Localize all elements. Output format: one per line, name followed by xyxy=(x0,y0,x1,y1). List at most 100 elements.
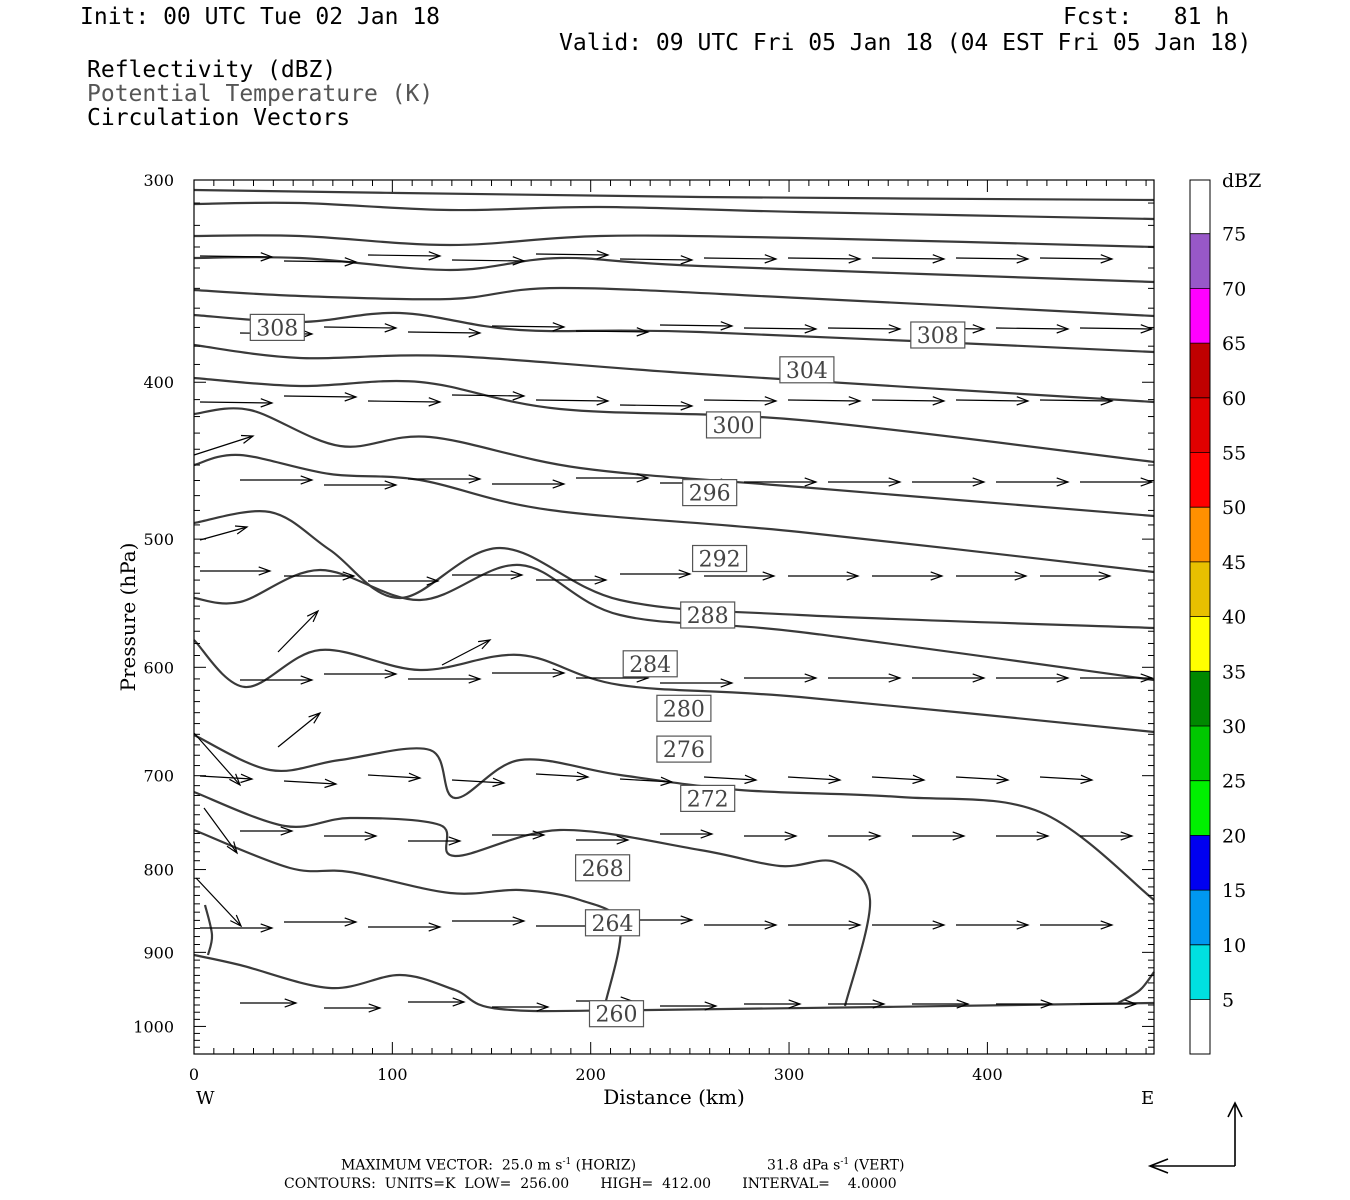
vector-arrow-29 xyxy=(787,396,862,406)
vector-arrow-62 xyxy=(828,673,902,683)
colorbar-label: 65 xyxy=(1222,333,1246,355)
vector-arrow-108 xyxy=(996,999,1054,1009)
vector-arrow-13 xyxy=(407,328,482,338)
field-circulation-vectors: Circulation Vectors xyxy=(87,105,351,131)
vector-arrow-0 xyxy=(199,252,274,262)
circulation-vectors xyxy=(193,250,1154,1013)
colorbar-swatch-55 xyxy=(1190,397,1210,453)
y-tick-label: 300 xyxy=(143,171,174,190)
vector-arrow-31 xyxy=(955,396,1030,406)
contour-label-text: 264 xyxy=(592,912,634,937)
y-tick-label: 400 xyxy=(143,373,174,392)
colorbar-swatch-20 xyxy=(1190,780,1210,836)
vector-arrow-56 xyxy=(324,669,398,679)
vector-arrow-15 xyxy=(575,327,650,337)
vector-arrow-84 xyxy=(828,831,882,841)
vector-arrow-26 xyxy=(535,396,610,406)
theta-contour-line-6 xyxy=(193,343,1155,404)
vector-arrow-67 xyxy=(283,778,338,789)
contour-label-text: 280 xyxy=(663,697,705,722)
vector-arrow-61 xyxy=(744,673,818,683)
x-tick-label: 200 xyxy=(575,1065,606,1084)
y-axis-label: Pressure (hPa) xyxy=(116,543,140,692)
theta-contour-line-7 xyxy=(193,376,1155,464)
vector-arrow-101 xyxy=(408,997,466,1007)
contour-label-text: 308 xyxy=(256,316,298,341)
vector-arrow-98 xyxy=(1040,920,1114,930)
vector-arrow-81 xyxy=(576,835,630,845)
vector-arrow-57 xyxy=(408,674,482,684)
vector-arrow-115 xyxy=(203,807,239,855)
contour-label-2: 304 xyxy=(779,356,835,384)
vector-arrow-44 xyxy=(200,566,272,576)
vector-arrow-4 xyxy=(535,250,610,260)
east-label: E xyxy=(1141,1088,1154,1109)
theta-contour-line-13 xyxy=(193,733,1155,901)
vector-arrow-110 xyxy=(193,434,255,456)
theta-contour-line-5 xyxy=(193,311,1155,354)
colorbar-label: 20 xyxy=(1222,825,1246,847)
theta-contour-line-16 xyxy=(193,953,1155,1013)
colorbar-label: 75 xyxy=(1222,224,1246,246)
vector-arrow-34 xyxy=(324,480,398,490)
vector-arrow-49 xyxy=(620,569,692,579)
colorbar-label: 45 xyxy=(1222,552,1246,574)
colorbar-swatch-35 xyxy=(1190,616,1210,672)
colorbar-label: 5 xyxy=(1222,990,1234,1012)
vector-arrow-24 xyxy=(367,397,442,407)
colorbar-swatch-65 xyxy=(1190,288,1210,344)
vector-arrow-14 xyxy=(491,322,566,332)
vector-arrow-113 xyxy=(277,711,322,748)
vector-arrow-23 xyxy=(283,392,358,402)
contour-label-5: 292 xyxy=(691,544,748,573)
vector-arrow-106 xyxy=(828,999,886,1009)
vector-arrow-68 xyxy=(367,772,422,783)
colorbar-frame xyxy=(1189,179,1211,1055)
west-label: W xyxy=(196,1088,215,1109)
vector-arrow-32 xyxy=(1039,396,1114,406)
colorbar-swatch-45 xyxy=(1190,507,1210,562)
x-tick-label: 100 xyxy=(377,1065,408,1084)
vector-arrow-97 xyxy=(956,920,1030,930)
colorbar-swatch-40 xyxy=(1190,561,1210,617)
contour-label-text: 276 xyxy=(663,738,705,763)
colorbar-label: 10 xyxy=(1222,935,1246,957)
colorbar-label: 30 xyxy=(1222,716,1246,738)
vector-arrow-55 xyxy=(240,675,314,685)
contours-info: CONTOURS: UNITS=K LOW= 256.00 HIGH= 412.… xyxy=(284,1176,897,1192)
vector-arrow-83 xyxy=(744,831,798,841)
contour-label-3: 300 xyxy=(705,411,762,439)
plot-frame xyxy=(193,179,1155,1055)
vector-arrow-88 xyxy=(200,923,274,933)
max-vector-vert: 31.8 dPa s-1 (VERT) xyxy=(767,1157,905,1174)
contour-label-7: 284 xyxy=(622,650,678,678)
vector-arrow-37 xyxy=(576,473,650,483)
theta-contour-line-2 xyxy=(193,234,1155,249)
vector-arrow-72 xyxy=(703,774,758,785)
colorbar-swatch-50 xyxy=(1190,452,1210,508)
vector-arrow-79 xyxy=(408,836,462,846)
vector-arrow-94 xyxy=(704,920,778,930)
vector-arrow-39 xyxy=(744,477,818,487)
vector-arrow-87 xyxy=(1080,831,1134,841)
vector-arrow-33 xyxy=(240,475,314,485)
vector-arrow-17 xyxy=(743,324,818,334)
colorbar-label: 55 xyxy=(1222,443,1246,465)
theta-contour-line-15 xyxy=(193,828,622,1006)
vector-arrow-18 xyxy=(827,324,902,334)
contour-label-text: 304 xyxy=(786,359,828,384)
contour-label-text: 272 xyxy=(687,787,729,812)
contour-label-11: 268 xyxy=(574,854,631,882)
colorbar-label: 50 xyxy=(1222,497,1246,519)
vector-arrow-111 xyxy=(199,525,249,541)
contour-label-1: 308 xyxy=(910,321,966,349)
x-tick-label: 400 xyxy=(972,1065,1003,1084)
theta-contour-line-14 xyxy=(193,790,872,1007)
contour-label-text: 268 xyxy=(582,857,624,882)
init-time: Init: 00 UTC Tue 02 Jan 18 xyxy=(80,4,441,30)
vector-arrow-64 xyxy=(996,673,1070,683)
vector-arrow-22 xyxy=(199,398,274,408)
theta-contour-line-11 xyxy=(193,563,1155,682)
vector-arrow-40 xyxy=(828,477,902,487)
vector-arrow-3 xyxy=(451,256,526,266)
